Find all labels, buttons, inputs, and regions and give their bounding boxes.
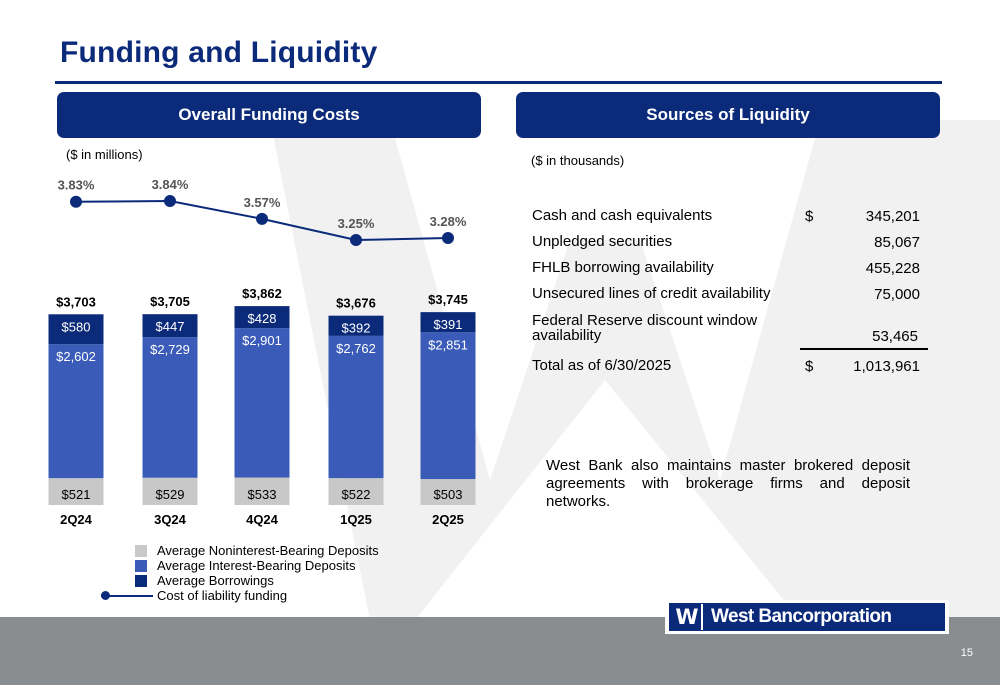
- table-row: Unsecured lines of credit availability 7…: [530, 284, 930, 310]
- bar-segment: [420, 332, 476, 480]
- cost-point: [442, 232, 454, 245]
- legend-swatch: [135, 544, 147, 557]
- brokered-deposit-note: West Bank also maintains master brokered…: [546, 457, 910, 510]
- legend-item: Average Borrowings: [105, 573, 379, 588]
- x-tick-label: 2Q24: [60, 512, 93, 527]
- bar-value-label: $521: [62, 487, 91, 502]
- bar-segment: [48, 314, 104, 345]
- table-units-label: ($ in thousands): [531, 153, 625, 168]
- row-value: 75,000: [874, 286, 920, 303]
- company-logo: W West Bancorporation: [665, 600, 949, 634]
- table-row: Federal Reserve discount window availabi…: [532, 310, 928, 350]
- row-label: Federal Reserve discount window availabi…: [532, 312, 758, 344]
- cost-point: [256, 212, 268, 225]
- bar-segment: [48, 478, 104, 505]
- legend-label: Average Interest-Bearing Deposits: [157, 558, 356, 573]
- cost-label: 3.83%: [58, 178, 95, 193]
- bar-segment: [48, 344, 104, 479]
- bar-segment: [328, 335, 384, 479]
- cost-point: [350, 234, 362, 246]
- chart-units-label: ($ in millions): [66, 147, 143, 162]
- bar-total-label: $3,676: [336, 296, 376, 311]
- table-total-row: Total as of 6/30/2025 $ 1,013,961: [530, 356, 930, 382]
- legend-line-swatch: [101, 590, 153, 602]
- bar-value-label: $391: [434, 317, 463, 332]
- dollar-sign: $: [805, 208, 814, 225]
- page-number: 15: [960, 647, 973, 659]
- bar-value-label: $529: [156, 487, 185, 502]
- x-tick-label: 2Q25: [432, 512, 464, 527]
- legend-swatch: [135, 559, 147, 572]
- bar-value-label: $522: [342, 487, 371, 502]
- bar-total-label: $3,745: [428, 292, 468, 307]
- bar-total-label: $3,703: [56, 294, 96, 309]
- legend-item: Average Interest-Bearing Deposits: [105, 558, 379, 573]
- bar-value-label: $503: [434, 487, 463, 502]
- bar-value-label: $533: [248, 487, 277, 502]
- bar-value-label: $2,762: [336, 341, 376, 356]
- bar-value-label: $447: [156, 319, 185, 334]
- cost-label: 3.57%: [244, 195, 281, 210]
- logo-wordmark: West Bancorporation: [711, 606, 892, 627]
- x-tick-label: 4Q24: [246, 512, 279, 527]
- bar-segment: [420, 479, 476, 505]
- cost-point: [70, 195, 82, 208]
- total-label: Total as of 6/30/2025: [532, 357, 672, 374]
- bar-value-label: $392: [342, 321, 371, 336]
- bar-value-label: $428: [248, 311, 277, 326]
- row-label: FHLB borrowing availability: [532, 259, 714, 276]
- title-divider: [55, 81, 942, 84]
- bar-segment: [234, 306, 290, 329]
- logo-mark: W: [671, 604, 703, 630]
- bar-value-label: $580: [62, 319, 91, 334]
- total-value: 1,013,961: [853, 358, 920, 375]
- legend-label: Average Borrowings: [157, 573, 274, 588]
- x-tick-label: 3Q24: [154, 512, 187, 527]
- table-row: Cash and cash equivalents $ 345,201: [530, 206, 930, 232]
- bar-segment: [328, 478, 384, 505]
- row-value: 53,465: [872, 328, 918, 345]
- row-value: 455,228: [865, 260, 920, 277]
- dollar-sign: $: [805, 358, 814, 375]
- bar-value-label: $2,729: [150, 342, 190, 357]
- bar-segment: [234, 477, 290, 505]
- cost-label: 3.25%: [338, 216, 375, 231]
- legend-item: Cost of liability funding: [101, 588, 379, 603]
- bar-segment: [142, 314, 198, 338]
- cost-point: [164, 195, 176, 208]
- x-tick-label: 1Q25: [340, 512, 372, 527]
- bar-value-label: $2,901: [242, 333, 282, 348]
- bar-segment: [420, 312, 476, 333]
- legend-item: Average Noninterest-Bearing Deposits: [105, 543, 379, 558]
- bar-value-label: $2,602: [56, 349, 96, 364]
- row-label: Unsecured lines of credit availability: [532, 285, 771, 302]
- chart-legend: Average Noninterest-Bearing Deposits Ave…: [101, 543, 379, 603]
- row-label: Cash and cash equivalents: [532, 207, 713, 224]
- row-value: 345,201: [865, 208, 920, 225]
- bar-total-label: $3,705: [150, 294, 190, 309]
- liquidity-table: Cash and cash equivalents $ 345,201 Unpl…: [530, 206, 930, 382]
- bar-value-label: $2,851: [428, 337, 468, 352]
- row-value: 85,067: [874, 234, 920, 251]
- cost-label: 3.84%: [152, 177, 189, 192]
- bar-segment: [142, 337, 198, 478]
- bar-total-label: $3,862: [242, 286, 282, 301]
- bar-segment: [328, 315, 384, 336]
- funding-costs-chart: $521 $2,602 $580 $3,703 2Q24 $529 $2,729 $447 $3…: [48, 177, 476, 527]
- legend-label: Cost of liability funding: [157, 588, 288, 603]
- legend-swatch: [135, 574, 147, 587]
- sources-of-liquidity-header: Sources of Liquidity: [516, 92, 940, 138]
- bar-segment: [142, 477, 198, 505]
- row-label: Unpledged securities: [532, 233, 673, 250]
- bar-segment: [234, 328, 290, 478]
- cost-label: 3.28%: [430, 214, 467, 229]
- page-title: Funding and Liquidity: [60, 36, 378, 69]
- overall-funding-costs-header: Overall Funding Costs: [57, 92, 481, 138]
- table-row: Unpledged securities 85,067: [530, 232, 930, 258]
- table-row: FHLB borrowing availability 455,228: [530, 258, 930, 284]
- legend-label: Average Noninterest-Bearing Deposits: [157, 543, 379, 558]
